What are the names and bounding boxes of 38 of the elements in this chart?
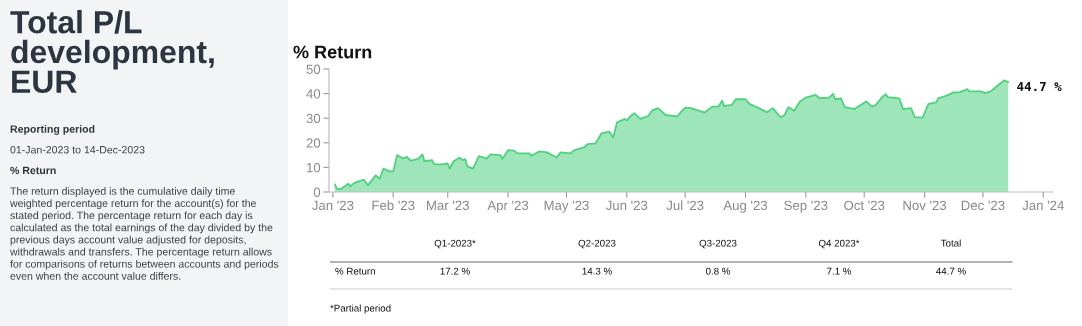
x-tick-label: Nov '23 [903,200,947,211]
text: 7.1 % [827,267,852,275]
x-tick-label: Dec '23 [961,200,1005,211]
x-tick-label: Jun '23 [605,200,648,211]
y-tick-label: 10 [307,162,321,173]
x-tick-label: Oct '23 [844,200,885,211]
text: Reporting period [10,125,95,135]
y-tick-label: 40 [306,89,321,99]
text: 0.8 % [705,267,731,275]
text: The return displayed is the cumulative daily time weighted percentage return for the account(s) for the stated period. The percentage return for each day is calculated as the total earnings of the day divided by the previous days account value adjusted for deposits, withdrawals and transfers. The percentage return allows for comparisons of returns between accounts and periods even when the account value differs. [9,187,279,280]
x-tick-label: Feb '23 [372,200,415,211]
text: % Return [10,166,56,175]
category-label: Q4 2023* [818,239,860,249]
y-tick-label: 30 [306,113,321,124]
text: % Return [335,267,375,275]
annotation: 44.7 % [1017,81,1062,92]
x-tick-label: Jan '23 [312,200,354,211]
y-tick-label: 50 [306,64,321,74]
text: Total P/L development, EUR [10,10,214,94]
text: 14.3 % [582,267,612,275]
x-tick-label: Aug '23 [723,200,768,213]
x-tick-label: Mar '23 [427,200,469,211]
chart-title: % Return [293,45,372,59]
x-tick-label: Sep '23 [784,200,828,213]
category-label: Q3-2023 [699,239,737,249]
y-tick-label: 0 [313,187,321,197]
y-tick-label: 20 [306,138,321,148]
category-label: Total [940,239,961,247]
x-tick-label: May '23 [544,200,589,213]
text: 44.7 % [936,267,966,275]
x-tick-label: Apr '23 [487,200,529,213]
category-label: Q1-2023* [434,239,476,249]
category-label: Q2-2023 [578,239,616,249]
text: 17.2 % [440,267,470,275]
text: 01-Jan-2023 to 14-Dec-2023 [10,145,145,154]
x-tick-label: Jul '23 [666,200,704,211]
text: *Partial period [330,304,391,314]
x-tick-label: Jan '24 [1022,200,1064,211]
